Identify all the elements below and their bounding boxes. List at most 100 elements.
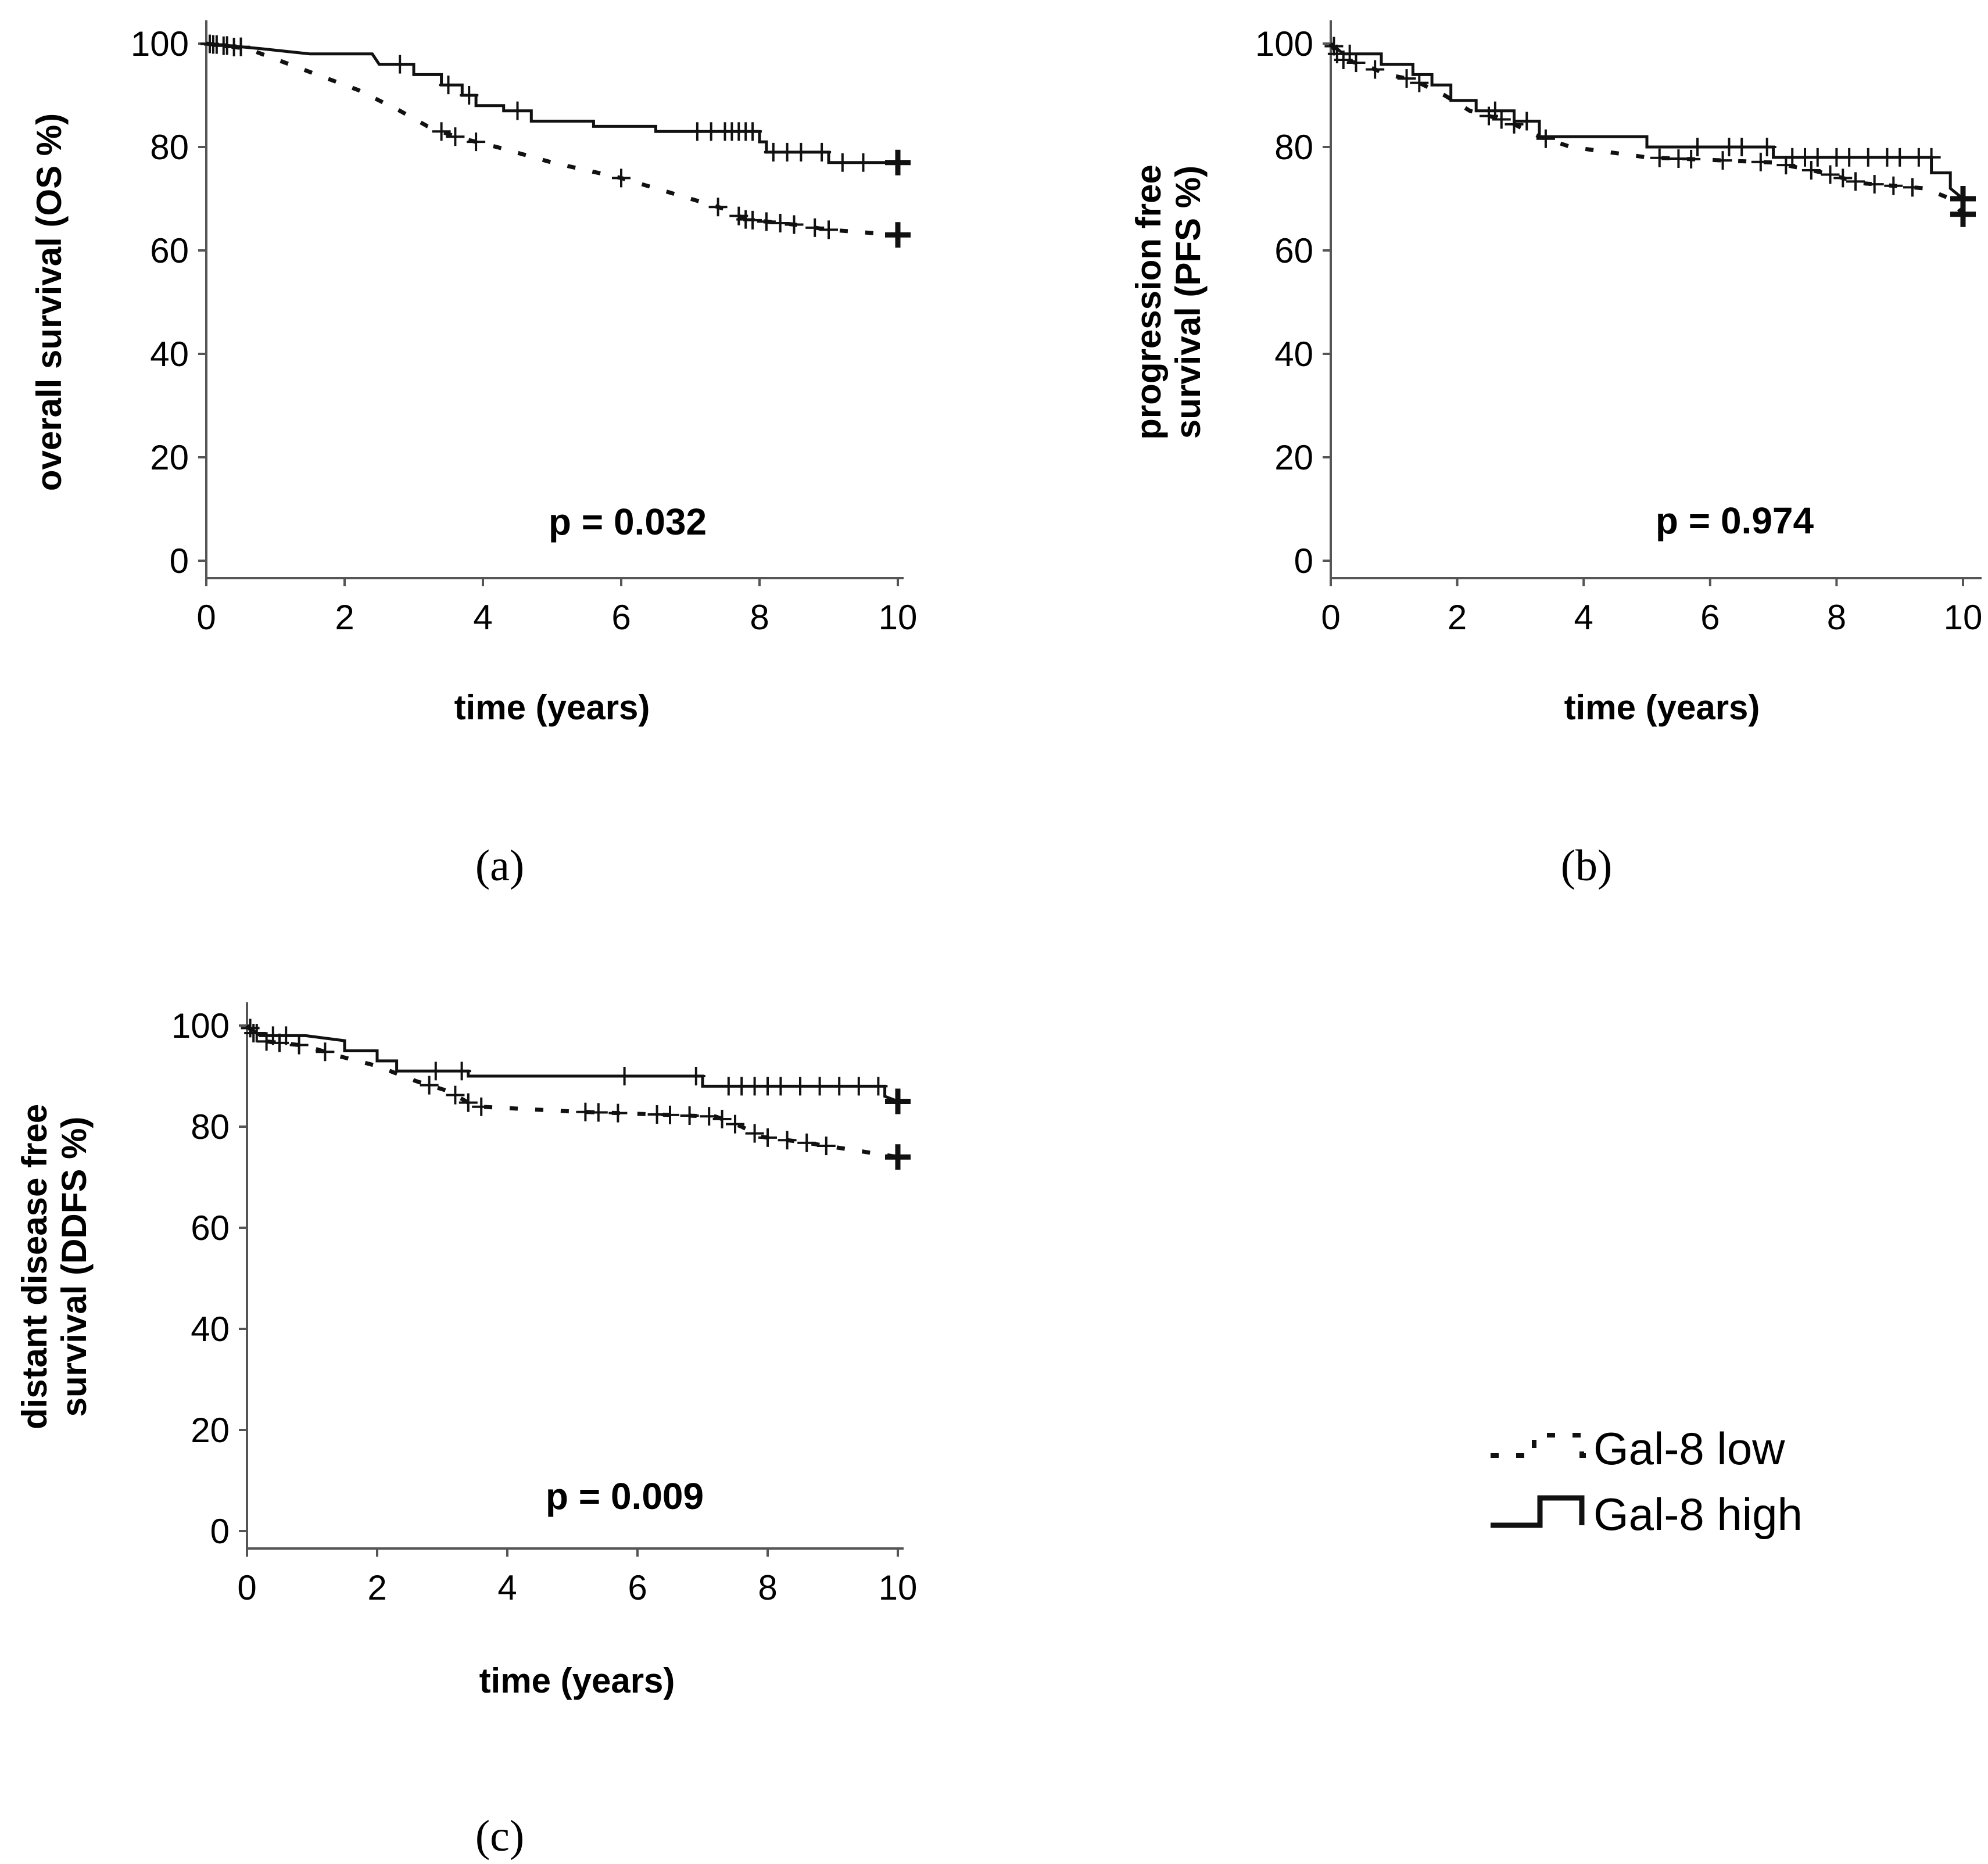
panel-c-plot-area: 0 20 40 60 80 100 0 2 4 6 8 10 bbox=[171, 1002, 917, 1607]
panel-b-gal8-low-censor-mark bbox=[1833, 169, 1853, 188]
panel-b-gal8-low-censor-mark bbox=[1865, 175, 1884, 194]
panel-b-gal8-low-censor-mark bbox=[1821, 165, 1840, 184]
panel-a-ytick-label-80: 80 bbox=[150, 128, 189, 167]
panel-a-xtick-label-10: 10 bbox=[879, 598, 918, 637]
panel-c-gal8-low-censor-mark bbox=[745, 1124, 764, 1143]
panel-c-xtick-label-10: 10 bbox=[879, 1568, 918, 1607]
panel-a-gal8-high-censor-mark bbox=[217, 36, 237, 55]
panel-a-gal8-high-censor-mark bbox=[231, 37, 250, 56]
panel-b-gal8-low-censor-mark bbox=[1846, 172, 1865, 191]
panel-a-xtick-label-8: 8 bbox=[750, 598, 769, 637]
panel-c-gal8-high-censor-mark bbox=[247, 1024, 266, 1043]
panel-a-p-value: p = 0.032 bbox=[549, 501, 707, 543]
panel-c-gal8-low-censor-mark bbox=[420, 1076, 439, 1095]
panel-a-label: (a) bbox=[475, 841, 524, 890]
panel-b-ytick-label-100: 100 bbox=[1255, 24, 1313, 63]
panel-a-gal8-high-censor-mark bbox=[439, 76, 458, 95]
panel-b-xlabel: time (years) bbox=[1564, 688, 1760, 727]
panel-a-gal8-low-censor-mark bbox=[708, 198, 728, 217]
panel-b-plot-area: 0 20 40 60 80 100 0 2 4 6 8 10 bbox=[1255, 20, 1982, 637]
panel-c-xlabel: time (years) bbox=[479, 1661, 675, 1700]
panel-a-gal8-low-censor-mark bbox=[819, 220, 838, 239]
panel-b-gal8-low-censor-mark bbox=[1366, 60, 1385, 79]
panel-a-gal8-low-censor-mark bbox=[446, 127, 465, 146]
panel-c-gal8-low-censor-mark bbox=[680, 1106, 699, 1125]
panel-c-gal8-low-censor-mark bbox=[778, 1131, 797, 1150]
panel-a-gal8-low-censor-mark bbox=[885, 222, 911, 248]
panel-c-gal8-high-censor-mark bbox=[686, 1067, 705, 1085]
panel-b-gal8-low-censor-mark bbox=[1713, 151, 1732, 170]
panel-a-gal8-high-censor-mark bbox=[812, 142, 832, 162]
panel-a-xtick-label-4: 4 bbox=[473, 598, 492, 637]
panel-b-gal8-low-censor-mark bbox=[1397, 69, 1416, 88]
panel-b-ytick-label-80: 80 bbox=[1274, 128, 1313, 167]
panel-c-ylabel-line2: survival (DDFS %) bbox=[55, 1117, 94, 1417]
panel-c-gal8-low-censor-mark bbox=[589, 1103, 608, 1122]
panel-c-gal8-low-censor-mark bbox=[816, 1137, 836, 1156]
legend-low-swatch bbox=[1491, 1433, 1588, 1458]
panel-a-gal8-high-censor-mark bbox=[854, 153, 873, 172]
panel-b-gal8-low-censor-mark bbox=[1650, 148, 1669, 167]
panel-b-gal8-high-censor-mark bbox=[1922, 148, 1941, 167]
panel-c-gal8-low-censor-mark bbox=[712, 1109, 732, 1128]
panel-a-gal8-high-censor-mark bbox=[508, 101, 527, 120]
panel-b-gal8-high-censor-mark bbox=[1950, 186, 1976, 212]
panel-b-gal8-low-censor-mark bbox=[1536, 129, 1555, 148]
panel-b-xtick-label-0: 0 bbox=[1321, 598, 1340, 637]
panel-b-gal8-high-curve bbox=[1330, 42, 1964, 200]
panel-c-xtick-label-6: 6 bbox=[628, 1568, 647, 1607]
panel-b-ylabel-line2: survival (PFS %) bbox=[1169, 166, 1208, 439]
panel-c-xtick-label-8: 8 bbox=[758, 1568, 777, 1607]
panel-b-gal8-high-censor-mark bbox=[1840, 148, 1859, 167]
panel-c-gal8-low-censor-mark bbox=[289, 1035, 309, 1055]
panel-c-gal8-low-censor-mark bbox=[661, 1105, 679, 1124]
panel-c-gal8-low-censor-mark bbox=[726, 1114, 744, 1134]
panel-c-gal8-high-censor-mark bbox=[830, 1077, 849, 1096]
panel-a-gal8-high-censor-mark bbox=[791, 142, 811, 162]
panel-a-ytick-label-100: 100 bbox=[131, 24, 189, 63]
panel-c-gal8-high-censor-mark bbox=[791, 1077, 809, 1096]
panel-b-xtick-label-6: 6 bbox=[1700, 598, 1720, 637]
panel-a-ytick-label-0: 0 bbox=[170, 542, 189, 580]
panel-c-gal8-high-censor-mark bbox=[277, 1026, 296, 1045]
panel-a-gal8-low-censor-mark bbox=[771, 213, 790, 232]
panel-a-overall-survival: 0 20 40 60 80 100 0 2 4 6 8 10 overall survival (OS… bbox=[30, 20, 917, 890]
panel-c-gal8-low-censor-mark bbox=[472, 1097, 491, 1116]
panel-a-gal8-low-censor-mark bbox=[757, 212, 776, 231]
panel-b-xtick-label-10: 10 bbox=[1944, 598, 1983, 637]
panel-a-ylabel: overall survival (OS %) bbox=[30, 113, 69, 491]
panel-b-xtick-label-4: 4 bbox=[1574, 598, 1593, 637]
panel-c-gal8-low-censor-mark bbox=[885, 1144, 911, 1170]
panel-b-progression-free-survival: 0 20 40 60 80 100 0 2 4 6 8 10 progression free sur… bbox=[1129, 20, 1982, 890]
panel-b-ytick-label-20: 20 bbox=[1274, 438, 1313, 477]
panel-c-gal8-high-censor-mark bbox=[810, 1077, 829, 1096]
panel-c-ytick-label-0: 0 bbox=[210, 1512, 230, 1551]
panel-c-ylabel-line1: distant disease free bbox=[15, 1104, 54, 1429]
panel-a-gal8-low-censor-mark bbox=[467, 132, 486, 152]
panel-a-gal8-low-censor-mark bbox=[432, 122, 451, 141]
panel-a-gal8-low-censor-mark bbox=[743, 210, 762, 230]
panel-b-gal8-low-censor-mark bbox=[1903, 178, 1922, 197]
panel-c-gal8-low-censor-mark bbox=[446, 1085, 465, 1105]
panel-a-ytick-label-40: 40 bbox=[150, 335, 189, 374]
panel-c-xtick-label-2: 2 bbox=[367, 1568, 386, 1607]
legend-low-label: Gal-8 low bbox=[1593, 1423, 1785, 1474]
legend-high-swatch bbox=[1491, 1495, 1585, 1528]
panel-c-gal8-low-censor-mark bbox=[797, 1133, 816, 1152]
panel-b-gal8-high-censor-mark bbox=[1324, 37, 1344, 56]
panel-b-ylabel: progression free survival (PFS %) bbox=[1129, 164, 1208, 439]
legend: Gal-8 low Gal-8 high bbox=[1491, 1423, 1803, 1540]
panel-b-gal8-low-censor-mark bbox=[1410, 73, 1429, 92]
panel-a-gal8-high-censor-mark bbox=[391, 55, 410, 74]
panel-b-gal8-high-censor-mark bbox=[1808, 148, 1827, 167]
panel-a-gal8-low-curve bbox=[206, 41, 898, 237]
panel-c-xtick-label-0: 0 bbox=[237, 1568, 256, 1607]
panel-b-gal8-high-censor-mark bbox=[1858, 148, 1878, 167]
panel-b-ytick-label-40: 40 bbox=[1274, 335, 1313, 374]
panel-b-gal8-high-censor-mark bbox=[1517, 112, 1536, 131]
panel-b-p-value: p = 0.974 bbox=[1656, 500, 1814, 542]
panel-c-gal8-low-censor-mark bbox=[700, 1107, 719, 1126]
panel-c-gal8-high-censor-mark bbox=[426, 1062, 445, 1081]
panel-c-ytick-label-60: 60 bbox=[191, 1209, 230, 1248]
panel-b-gal8-high-censor-mark bbox=[1890, 148, 1910, 167]
